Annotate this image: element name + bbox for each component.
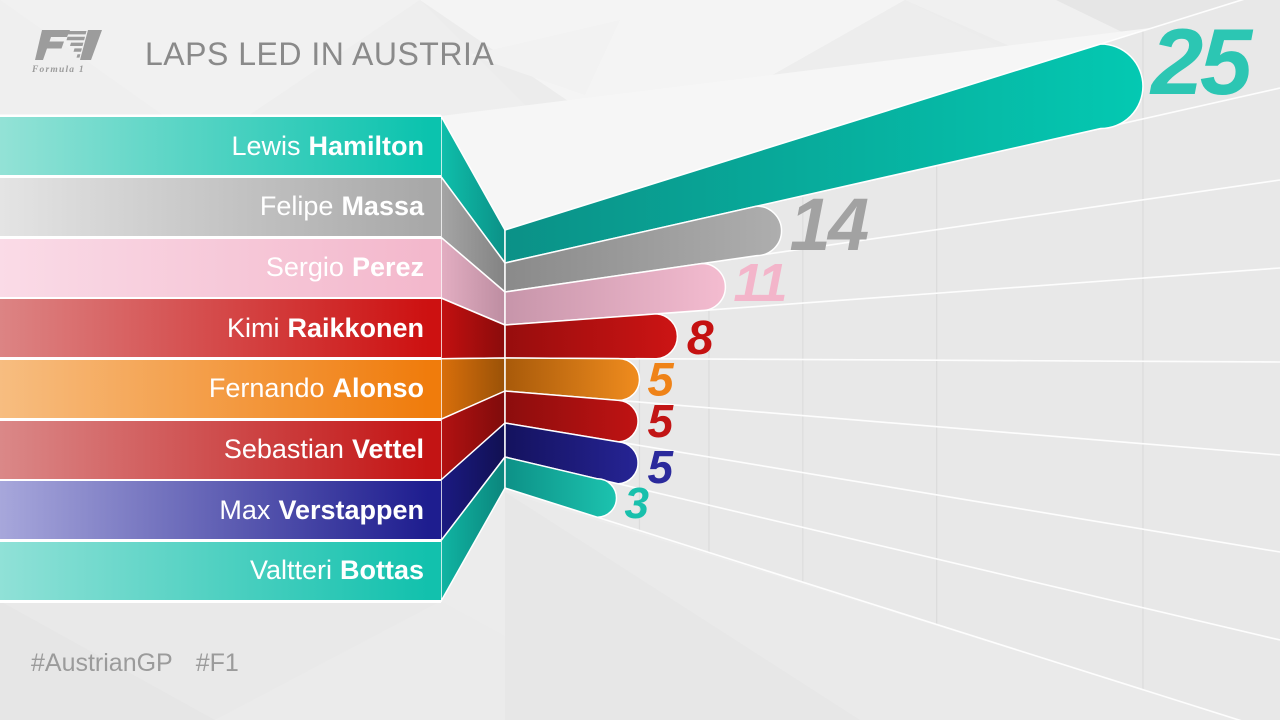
driver-last-name: Bottas [339, 555, 424, 586]
f1-logo-mark [35, 30, 102, 60]
driver-row-raikkonen: Kimi Raikkonen [0, 299, 441, 358]
page-title: LAPS LED IN AUSTRIA [145, 36, 495, 72]
bar-hamilton [504, 43, 1144, 264]
driver-first-name: Fernando [208, 373, 325, 404]
driver-last-name: Vettel [351, 434, 424, 465]
driver-first-name: Sergio [265, 252, 344, 283]
driver-row-bottas: Valtteri Bottas [0, 541, 441, 600]
bar-bottas [504, 456, 618, 518]
bar-perez [504, 262, 727, 326]
bar-value-massa: 14 [789, 182, 870, 266]
separator-line-5 [504, 390, 1280, 456]
f1-logo-caption: Formula 1 [31, 65, 85, 75]
driver-last-name: Verstappen [278, 494, 424, 525]
driver-first-name: Valtteri [249, 555, 332, 586]
driver-first-name: Lewis [231, 130, 301, 161]
driver-row-vettel: Sebastian Vettel [0, 420, 441, 479]
wall-bars [504, 43, 1144, 518]
driver-last-name: Massa [341, 191, 424, 222]
driver-first-name: Max [219, 494, 271, 525]
hashtag-austriangp: #AustrianGP [31, 649, 173, 677]
driver-row-hamilton: Lewis Hamilton [0, 117, 441, 176]
bar-value-hamilton: 25 [1150, 9, 1252, 115]
driver-first-name: Felipe [259, 191, 334, 222]
driver-last-name: Perez [351, 252, 424, 283]
separator-line-7 [504, 456, 1280, 641]
hashtag-f1: #F1 [195, 649, 239, 677]
driver-last-name: Hamilton [308, 130, 424, 161]
hashtags: #AustrianGP #F1 [31, 649, 255, 678]
bar-value-vettel: 5 [647, 395, 673, 448]
bar-raikkonen [504, 313, 679, 360]
separator-line-6 [504, 422, 1280, 553]
bar-value-bottas: 3 [624, 478, 649, 528]
driver-row-alonso: Fernando Alonso [0, 359, 441, 418]
driver-last-name: Raikkonen [287, 312, 424, 343]
driver-row-massa: Felipe Massa [0, 177, 441, 236]
bar-value-raikkonen: 8 [686, 312, 714, 366]
f1-logo: Formula 1 [30, 24, 120, 76]
bar-massa [504, 205, 783, 293]
driver-row-perez: Sergio Perez [0, 238, 441, 297]
driver-row-verstappen: Max Verstappen [0, 481, 441, 540]
bar-value-alonso: 5 [647, 352, 673, 406]
driver-first-name: Sebastian [223, 434, 344, 465]
driver-first-name: Kimi [226, 312, 280, 343]
bar-value-perez: 11 [733, 253, 787, 314]
driver-last-name: Alonso [332, 373, 425, 404]
bar-verstappen [504, 422, 639, 485]
bar-value-verstappen: 5 [647, 440, 673, 493]
separator-line-8 [504, 487, 1242, 720]
